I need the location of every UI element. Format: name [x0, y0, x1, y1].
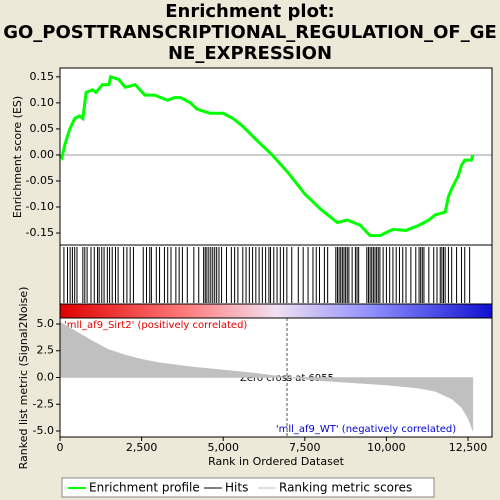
chart-title: Enrichment plot: [165, 1, 335, 22]
y-tick-label: -0.05 [26, 174, 54, 187]
x-tick-label: 0 [57, 441, 64, 454]
x-tick-label: 12,500 [449, 441, 488, 454]
x-tick-label: 2,500 [126, 441, 158, 454]
chart-title: GO_POSTTRANSCRIPTIONAL_REGULATION_OF_GE [3, 22, 497, 43]
y-tick-label: 0.05 [30, 122, 55, 135]
legend-label: Ranking metric scores [279, 481, 412, 495]
metric-area [141, 359, 159, 378]
metric-area [59, 321, 67, 378]
y-tick-label: 0.00 [30, 148, 55, 161]
annotation: 'mll_af9_Sirt2' (positively correlated) [64, 320, 247, 331]
y-tick-label: 0.15 [30, 70, 55, 83]
annotation: 'mll_af9_WT' (negatively correlated) [276, 424, 456, 435]
legend-label: Enrichment profile [89, 481, 200, 495]
y-axis-label: Enrichment score (ES) [11, 96, 24, 218]
es-curve [58, 74, 475, 238]
y2-tick-label: 0.0 [37, 371, 55, 384]
y-tick-label: 0.10 [30, 96, 55, 109]
y2-tick-label: 5.0 [37, 317, 55, 330]
y2-tick-label: -5.0 [33, 424, 54, 437]
x-tick-label: 7,500 [289, 441, 321, 454]
y-tick-label: -0.15 [26, 226, 54, 239]
metric-area [467, 377, 474, 432]
y2-tick-label: -2.5 [33, 397, 54, 410]
metric-area [66, 325, 77, 378]
color-bar [60, 304, 492, 318]
legend-label: Hits [225, 481, 248, 495]
y-axis-label: Ranked list metric (Signal2Noise) [17, 287, 30, 470]
y-tick-label: -0.10 [26, 200, 54, 213]
x-tick-label: 5,000 [207, 441, 239, 454]
x-tick-label: 10,000 [367, 441, 406, 454]
x-axis-label: Rank in Ordered Dataset [208, 455, 345, 468]
y2-tick-label: 2.5 [37, 344, 55, 357]
metric-area [255, 372, 288, 378]
chart-title: NE_EXPRESSION [168, 43, 332, 64]
legend [61, 477, 435, 498]
